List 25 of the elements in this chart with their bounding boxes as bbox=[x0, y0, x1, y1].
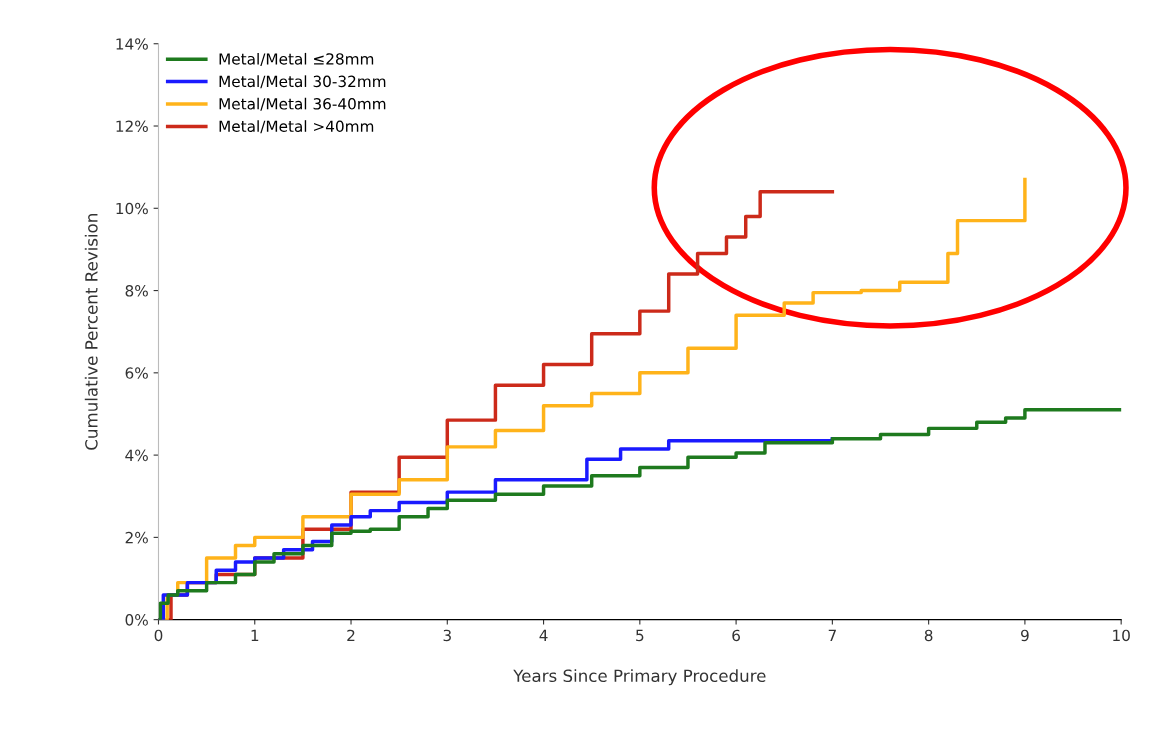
x-axis-title: Years Since Primary Procedure bbox=[513, 669, 766, 686]
x-tick-label: 8 bbox=[924, 629, 933, 642]
x-tick-label: 3 bbox=[443, 629, 451, 642]
x-tick-label: 5 bbox=[636, 629, 644, 642]
y-tick-label: 14% bbox=[116, 38, 148, 50]
y-tick-label: 2% bbox=[125, 531, 148, 544]
x-tick-label: 10 bbox=[1113, 629, 1130, 642]
y-axis-title: Cumulative Percent Revision bbox=[84, 214, 98, 450]
legend-label: Metal/Metal 30-32mm bbox=[219, 75, 386, 89]
legend-label: Metal/Metal 36-40mm bbox=[219, 97, 386, 111]
legend-label: Metal/Metal >40mm bbox=[219, 120, 374, 134]
x-tick-label: 2 bbox=[347, 629, 355, 641]
x-tick-label: 9 bbox=[1021, 629, 1029, 642]
x-tick-label: 1 bbox=[251, 629, 259, 641]
x-tick-label: 4 bbox=[539, 629, 548, 641]
y-tick-label: 6% bbox=[125, 367, 148, 379]
x-tick-label: 6 bbox=[732, 629, 740, 642]
y-tick-label: 8% bbox=[125, 285, 148, 297]
x-tick-label: 0 bbox=[154, 629, 163, 642]
y-tick-label: 4% bbox=[125, 449, 148, 462]
y-tick-label: 0% bbox=[125, 614, 148, 626]
legend-label: Metal/Metal ≤28mm bbox=[219, 52, 374, 66]
x-tick-label: 7 bbox=[828, 629, 836, 641]
y-tick-label: 12% bbox=[116, 120, 148, 133]
y-tick-label: 10% bbox=[116, 202, 148, 215]
